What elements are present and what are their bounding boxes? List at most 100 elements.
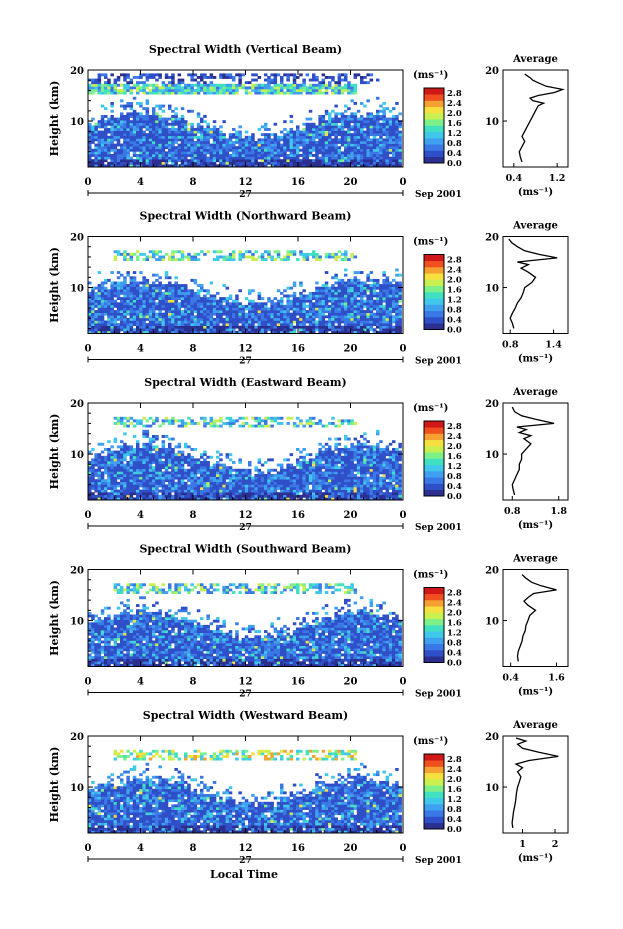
heatmap-cell (168, 156, 172, 160)
heatmap-cell (168, 489, 172, 493)
heatmap-cell (148, 310, 153, 313)
heatmap-cell (171, 450, 175, 454)
heatmap-cell (129, 276, 134, 280)
heatmap-cell (366, 284, 370, 287)
heatmap-cell (334, 146, 338, 150)
heatmap-cell (340, 258, 345, 261)
heatmap-cell (116, 91, 121, 95)
heatmap-cell (251, 73, 255, 77)
heatmap-cell (219, 133, 223, 137)
heatmap-cell (238, 156, 242, 160)
heatmap-cell (334, 117, 338, 121)
heatmap-cell (174, 286, 178, 290)
heatmap-cell (158, 91, 162, 95)
heatmap-cell (142, 89, 146, 92)
heatmap-cell (139, 291, 143, 295)
heatmap-cell (171, 302, 175, 306)
heatmap-cell (94, 325, 98, 329)
heatmap-cell (171, 481, 175, 485)
heatmap-cell (299, 315, 303, 319)
heatmap-cell (206, 151, 210, 155)
heatmap-cell (174, 112, 178, 116)
heatmap-cell (331, 315, 335, 319)
heatmap-cell (356, 271, 361, 274)
heatmap-cell (292, 299, 297, 303)
heatmap-cell (222, 86, 226, 90)
heatmap-cell (104, 455, 108, 459)
heatmap-cell (148, 141, 153, 144)
heatmap-cell (97, 286, 102, 290)
heatmap-cell (203, 156, 207, 160)
heatmap-cell (171, 304, 175, 308)
colorbar-segment (424, 310, 444, 318)
heatmap-cell (388, 317, 393, 321)
heatmap-cell (161, 463, 166, 467)
heatmap-cell (132, 474, 137, 477)
heatmap-cell (344, 143, 348, 147)
heatmap-cell (283, 307, 287, 311)
heatmap-cell (228, 302, 233, 306)
heatmap-cell (155, 455, 159, 459)
heatmap-cell (328, 323, 332, 326)
heatmap-cell (88, 476, 92, 480)
heatmap-cell (152, 481, 156, 485)
heatmap-cell (129, 310, 134, 313)
heatmap-cell (148, 307, 153, 311)
heatmap-cell (238, 315, 242, 319)
heatmap-cell (340, 130, 345, 134)
heatmap-cell (152, 453, 156, 457)
heatmap-cell (222, 307, 226, 311)
heatmap-cell (251, 289, 255, 293)
heatmap-cell (196, 323, 201, 326)
heatmap-cell (142, 133, 146, 137)
heatmap-cell (398, 304, 402, 308)
heatmap-cell (97, 476, 102, 480)
heatmap-cell (136, 86, 140, 90)
heatmap-cell (353, 299, 358, 303)
heatmap-cell (353, 325, 358, 329)
heatmap-cell (264, 91, 268, 95)
heatmap-cell (379, 154, 383, 157)
heatmap-cell (148, 161, 153, 165)
heatmap-cell (270, 73, 274, 77)
heatmap-cell (315, 128, 319, 131)
heatmap-cell (164, 317, 169, 321)
heatmap-cell (120, 497, 124, 501)
heatmap-cell (171, 250, 175, 254)
heatmap-cell (126, 291, 130, 295)
heatmap-cell (139, 159, 143, 163)
heatmap-cell (228, 297, 233, 300)
heatmap-cell (318, 286, 322, 290)
heatmap-cell (174, 458, 178, 462)
heatmap-cell (331, 130, 335, 134)
heatmap-cell (353, 138, 358, 142)
heatmap-cell (225, 330, 230, 334)
heatmap-cell (366, 299, 370, 303)
heatmap-cell (139, 141, 143, 144)
heatmap-cell (155, 312, 159, 316)
heatmap-cell (273, 325, 278, 329)
heatmap-cell (142, 448, 146, 451)
heatmap-cell (142, 156, 146, 160)
heatmap-cell (315, 133, 319, 137)
heatmap-cell (276, 255, 281, 259)
heatmap-cell (251, 252, 255, 256)
heatmap-cell (315, 135, 319, 139)
heatmap-cell (139, 461, 143, 464)
heatmap-cell (228, 317, 233, 321)
heatmap-cell (280, 81, 284, 85)
heatmap-cell (302, 294, 306, 298)
heatmap-cell (132, 481, 137, 485)
heatmap-cell (91, 304, 95, 308)
heatmap-cell (184, 284, 188, 287)
heatmap-cell (273, 297, 278, 300)
heatmap-cell (177, 289, 182, 293)
heatmap-cell (116, 317, 121, 321)
heatmap-cell (126, 128, 130, 131)
heatmap-cell (152, 286, 156, 290)
heatmap-cell (190, 307, 194, 311)
heatmap-cell (331, 138, 335, 142)
heatmap-cell (292, 81, 297, 85)
heatmap-cell (177, 330, 182, 334)
heatmap-cell (340, 151, 345, 155)
